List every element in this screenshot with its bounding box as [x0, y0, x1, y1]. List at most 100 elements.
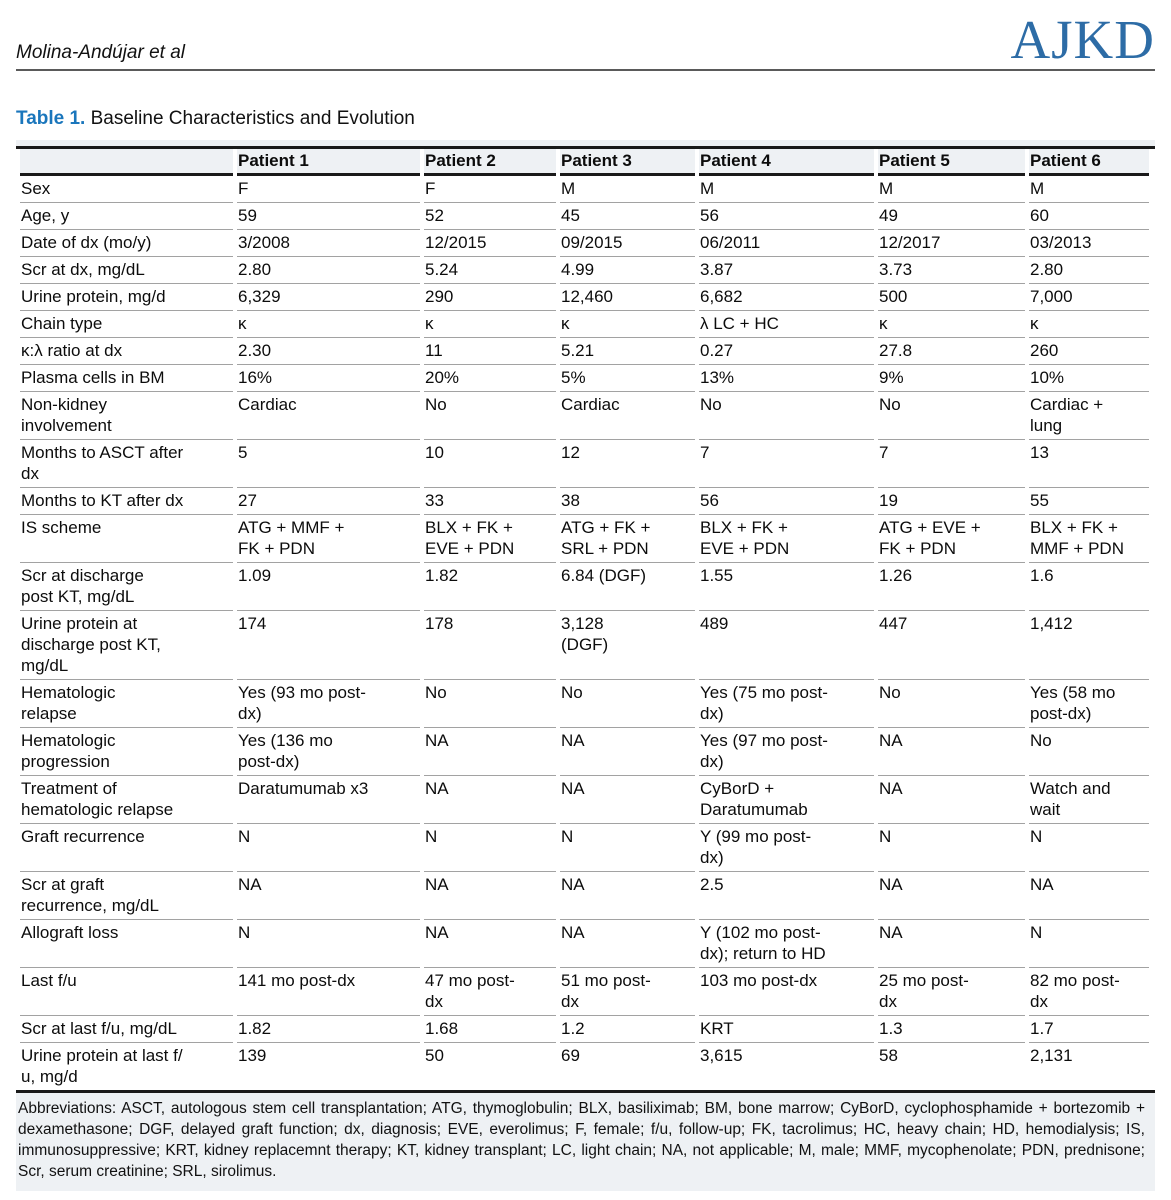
value-cell: 1.7 — [1029, 1016, 1149, 1043]
table-head-row: Patient 1 Patient 2 Patient 3 Patient 4 Pati… — [20, 149, 1149, 176]
value-cell: M — [699, 176, 874, 203]
value-cell: 141 mo post-dx — [237, 968, 420, 1016]
value-cell: 16% — [237, 365, 420, 392]
value-cell: F — [237, 176, 420, 203]
value-cell: NA — [424, 872, 556, 920]
value-cell: NA — [560, 728, 695, 776]
value-cell: Watch and wait — [1029, 776, 1149, 824]
row-label: Chain type — [20, 311, 233, 338]
table-row: Date of dx (mo/y) 3/2008 12/2015 09/2015 06/… — [20, 230, 1149, 257]
table-block: Patient 1 Patient 2 Patient 3 Patient 4 Pati… — [16, 140, 1155, 1191]
table-row: IS scheme ATG + MMF + FK + PDN BLX + FK + … — [20, 515, 1149, 563]
row-label: Months to KT after dx — [20, 488, 233, 515]
value-cell: M — [560, 176, 695, 203]
value-cell: 9% — [878, 365, 1025, 392]
value-cell: N — [237, 920, 420, 968]
header-rule — [16, 69, 1155, 71]
value-cell: 51 mo post- dx — [560, 968, 695, 1016]
value-cell: 12/2015 — [424, 230, 556, 257]
column-header: Patient 3 — [560, 149, 695, 176]
value-cell: M — [878, 176, 1025, 203]
value-cell: 1.09 — [237, 563, 420, 611]
value-cell: 500 — [878, 284, 1025, 311]
value-cell: No — [1029, 728, 1149, 776]
value-cell: 03/2013 — [1029, 230, 1149, 257]
value-cell: 49 — [878, 203, 1025, 230]
value-cell: ATG + FK + SRL + PDN — [560, 515, 695, 563]
value-cell: BLX + FK + EVE + PDN — [699, 515, 874, 563]
row-label: Treatment of hematologic relapse — [20, 776, 233, 824]
value-cell: No — [424, 392, 556, 440]
value-cell: 2,131 — [1030, 1046, 1073, 1065]
value-cell: 50 — [425, 1046, 444, 1065]
row-label: Plasma cells in BM — [20, 365, 233, 392]
value-cell: 12,460 — [560, 284, 695, 311]
value-cell: Yes (136 mo post-dx) — [237, 728, 420, 776]
table-row: Chain type κ κ κ λ LC + HC κ κ — [20, 311, 1149, 338]
value-cell: 2.5 — [699, 872, 874, 920]
value-cell: No — [878, 392, 1025, 440]
value-cell: 11 — [424, 338, 556, 365]
value-cell: BLX + FK + EVE + PDN — [424, 515, 556, 563]
value-cell: 09/2015 — [560, 230, 695, 257]
value-cell: 45 — [560, 203, 695, 230]
value-cell: 27.8 — [878, 338, 1025, 365]
value-cell: λ LC + HC — [699, 311, 874, 338]
value-cell: 3,128 (DGF) — [560, 611, 695, 680]
value-cell: 12 — [560, 440, 695, 488]
table-row: Plasma cells in BM 16% 20% 5% 13% 9% 10% — [20, 365, 1149, 392]
table-row: Urine protein at discharge post KT, mg/d… — [20, 611, 1149, 680]
value-cell: KRT — [699, 1016, 874, 1043]
row-label: Hematologic relapse — [20, 680, 233, 728]
value-cell: N — [560, 824, 695, 872]
value-cell: Cardiac — [560, 392, 695, 440]
value-cell: NA — [424, 776, 556, 824]
table-row: Months to ASCT after dx 5 10 12 7 7 13 — [20, 440, 1149, 488]
value-cell: NA — [560, 776, 695, 824]
table-row: Graft recurrence N N N Y (99 mo post- dx) N N — [20, 824, 1149, 872]
row-label: Last f/u — [20, 968, 233, 1016]
value-cell: 1,412 — [1029, 611, 1149, 680]
value-cell: 3/2008 — [237, 230, 420, 257]
row-label: Hematologic progression — [20, 728, 233, 776]
value-cell: 178 — [424, 611, 556, 680]
table-row: Allograft loss N NA NA Y (102 mo post- dx); … — [20, 920, 1149, 968]
row-label: Age, y — [20, 203, 233, 230]
value-cell: 60 — [1029, 203, 1149, 230]
value-cell: 12/2017 — [878, 230, 1025, 257]
value-cell: 33 — [424, 488, 556, 515]
value-cell: M — [1029, 176, 1149, 203]
value-cell: 1.6 — [1029, 563, 1149, 611]
value-cell: 2.80 — [237, 257, 420, 284]
table-row: Urine protein at last f/ u, mg/d 139 50 69 3… — [20, 1043, 1149, 1090]
value-cell: 10 — [424, 440, 556, 488]
table-header: Patient 1 Patient 2 Patient 3 Patient 4 Pati… — [20, 149, 1149, 176]
table-row: κ:λ ratio at dx 2.30 11 5.21 0.27 27.8 260 — [20, 338, 1149, 365]
value-cell: 260 — [1029, 338, 1149, 365]
value-cell: 56 — [699, 203, 874, 230]
value-cell: 1.82 — [424, 563, 556, 611]
table-label: Table 1. — [16, 108, 86, 129]
value-cell: No — [699, 392, 874, 440]
row-label: Urine protein, mg/d — [20, 284, 233, 311]
column-header: Patient 2 — [424, 149, 556, 176]
value-cell: N — [1029, 920, 1149, 968]
value-cell: 7 — [878, 440, 1025, 488]
row-label-column-header — [20, 149, 233, 176]
value-cell: ATG + EVE + FK + PDN — [878, 515, 1025, 563]
value-cell: No — [878, 680, 1025, 728]
value-cell: Y (102 mo post- dx); return to HD — [699, 920, 874, 968]
baseline-characteristics-table: Patient 1 Patient 2 Patient 3 Patient 4 Pati… — [16, 149, 1153, 1090]
value-cell: No — [560, 680, 695, 728]
row-label: Scr at graft recurrence, mg/dL — [20, 872, 233, 920]
row-label: Graft recurrence — [20, 824, 233, 872]
value-cell: 7,000 — [1029, 284, 1149, 311]
column-header: Patient 5 — [878, 149, 1025, 176]
value-cell: 6,329 — [237, 284, 420, 311]
row-label: κ:λ ratio at dx — [20, 338, 233, 365]
value-cell: 5.24 — [424, 257, 556, 284]
value-cell: Yes (75 mo post- dx) — [699, 680, 874, 728]
value-cell: 56 — [699, 488, 874, 515]
table-body: Sex F F M M M M Age, y 59 52 45 56 49 60 Date of dx (m… — [20, 176, 1149, 1090]
value-cell: NA — [560, 872, 695, 920]
